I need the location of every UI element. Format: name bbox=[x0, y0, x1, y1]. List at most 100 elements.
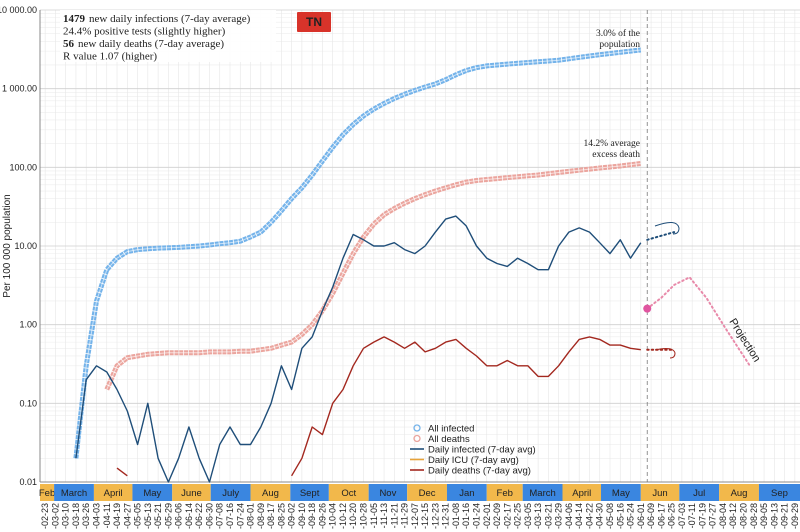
x-tick-label: -05-21 bbox=[153, 503, 163, 529]
month-label: Jan bbox=[459, 488, 474, 499]
x-tick-label: -05-29 bbox=[163, 503, 173, 529]
x-tick-label: -10-04 bbox=[328, 503, 338, 529]
month-band bbox=[40, 484, 55, 501]
x-tick-label: -07-24 bbox=[235, 503, 245, 529]
x-tick-label: -04-22 bbox=[584, 503, 594, 529]
x-tick-label: -05-13 bbox=[143, 503, 153, 529]
x-tick-label: -05-24 bbox=[626, 503, 636, 529]
x-tick-label: -06-14 bbox=[184, 503, 194, 529]
month-band bbox=[54, 484, 94, 501]
x-tick-label: -06-01 bbox=[636, 503, 646, 529]
x-tick-label: -06-06 bbox=[174, 503, 184, 529]
x-tick-label: -07-27 bbox=[708, 503, 718, 529]
series-core bbox=[106, 163, 641, 390]
x-tick-label: -11-13 bbox=[379, 503, 389, 528]
x-tick-label: -04-30 bbox=[595, 503, 605, 529]
info-line: 1479 new daily infections (7-day average) bbox=[63, 13, 251, 25]
month-label: Feb bbox=[497, 488, 513, 499]
month-label: Feb bbox=[39, 488, 55, 499]
arrow bbox=[654, 222, 680, 235]
month-band bbox=[522, 484, 563, 501]
info-line: R value 1.07 (higher) bbox=[63, 51, 157, 63]
x-tick-label: -07-16 bbox=[225, 503, 235, 529]
month-band bbox=[328, 484, 369, 501]
projection-line bbox=[646, 231, 676, 241]
legend-swatch bbox=[413, 434, 421, 443]
x-tick-label: -03-02 bbox=[50, 503, 60, 529]
month-band bbox=[368, 484, 408, 501]
x-tick-label: -04-06 bbox=[564, 503, 574, 529]
arrow bbox=[654, 348, 676, 359]
month-band bbox=[640, 484, 680, 501]
x-tick-label: -12-23 bbox=[430, 503, 440, 529]
x-tick-label: -03-29 bbox=[554, 503, 564, 529]
series-core bbox=[75, 49, 641, 459]
month-label: April bbox=[572, 488, 591, 499]
x-tick-label: -09-13 bbox=[769, 503, 779, 529]
x-tick-label: -05-08 bbox=[605, 503, 615, 529]
month-band bbox=[210, 484, 251, 501]
x-tick-label: -08-17 bbox=[266, 503, 276, 529]
y-axis-label: Per 100 000 population bbox=[2, 194, 13, 297]
x-tick-label: -11-29 bbox=[400, 503, 410, 528]
x-tick-label: -03-05 bbox=[523, 503, 533, 529]
month-band bbox=[407, 484, 447, 501]
info-text: R value 1.07 (higher) bbox=[63, 51, 157, 63]
info-value: 1479 bbox=[63, 13, 86, 25]
legend-label: Daily deaths (7-day avg) bbox=[428, 466, 531, 477]
x-tick-label: -03-21 bbox=[543, 503, 553, 529]
x-tick-label: -06-25 bbox=[667, 503, 677, 529]
info-box bbox=[60, 10, 276, 62]
month-label: March bbox=[61, 488, 87, 499]
x-tick-label: -06-22 bbox=[194, 503, 204, 529]
month-band bbox=[562, 484, 602, 501]
month-label: March bbox=[529, 488, 555, 499]
month-band bbox=[132, 484, 173, 501]
badge bbox=[297, 12, 331, 32]
annotation: excess death bbox=[592, 150, 640, 160]
month-label: May bbox=[143, 488, 161, 499]
month-label: May bbox=[612, 488, 630, 499]
info-text: new daily infections (7-day average) bbox=[89, 13, 251, 25]
x-tick-label: -08-25 bbox=[276, 503, 286, 529]
month-band bbox=[446, 484, 487, 501]
info-value: 56 bbox=[63, 38, 75, 50]
legend-label: All infected bbox=[428, 424, 474, 435]
x-tick-label: -01-16 bbox=[461, 503, 471, 529]
x-tick-label: -04-14 bbox=[574, 503, 584, 529]
y-tick-label: 10.00 bbox=[14, 241, 37, 251]
x-tick-label: -09-29 bbox=[790, 503, 800, 529]
x-tick-label: -09-21 bbox=[780, 503, 790, 529]
month-band bbox=[679, 484, 720, 501]
annotation: 3.0% of the bbox=[596, 28, 640, 39]
legend-label: All deaths bbox=[428, 434, 470, 445]
y-tick-label: 100.00 bbox=[9, 162, 37, 172]
month-label: April bbox=[104, 488, 123, 499]
y-tick-label: 1.00 bbox=[19, 320, 37, 330]
x-tick-label: -10-20 bbox=[348, 503, 358, 529]
x-tick-label: -11-21 bbox=[389, 503, 399, 528]
x-tick-label: -11-05 bbox=[369, 503, 379, 528]
x-tick-label: -03-10 bbox=[61, 503, 71, 529]
x-tick-label: -04-19 bbox=[112, 503, 122, 529]
info-text: 24.4% positive tests (slightly higher) bbox=[63, 26, 226, 38]
x-tick-label: -03-13 bbox=[533, 503, 543, 529]
y-tick-label: 1 000.00 bbox=[2, 84, 37, 94]
x-tick-label: -08-01 bbox=[246, 503, 256, 529]
x-tick-label: -09-02 bbox=[287, 503, 297, 529]
x-tick-label: -09-26 bbox=[317, 503, 327, 529]
x-tick-label: -08-12 bbox=[728, 503, 738, 529]
x-tick-label: -01-24 bbox=[471, 503, 481, 529]
month-label: Aug bbox=[262, 488, 279, 499]
x-tick-label: -12-07 bbox=[410, 503, 420, 529]
month-label: Aug bbox=[731, 488, 748, 499]
info-text: new daily deaths (7-day average) bbox=[78, 38, 224, 50]
x-tick-label: -05-05 bbox=[133, 503, 143, 529]
month-band bbox=[486, 484, 523, 501]
projection-start bbox=[643, 304, 652, 313]
month-band bbox=[758, 484, 800, 501]
month-label: Oct bbox=[341, 488, 356, 499]
legend-swatch bbox=[413, 424, 421, 432]
